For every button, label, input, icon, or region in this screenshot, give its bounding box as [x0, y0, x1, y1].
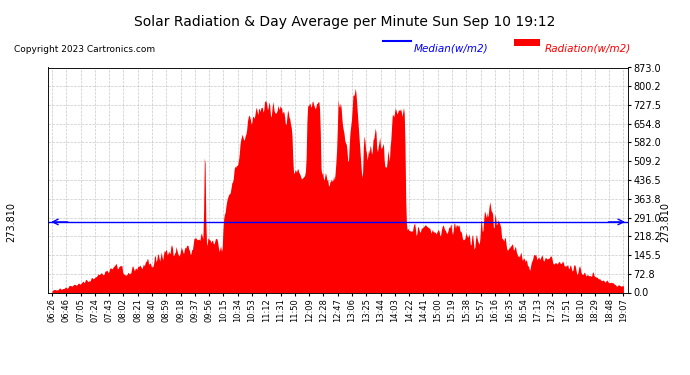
Text: Median(w/m2): Median(w/m2) [414, 43, 489, 53]
Text: 273.810: 273.810 [660, 202, 670, 242]
Text: Copyright 2023 Cartronics.com: Copyright 2023 Cartronics.com [14, 45, 155, 54]
Text: 273.810: 273.810 [6, 202, 17, 242]
Text: Solar Radiation & Day Average per Minute Sun Sep 10 19:12: Solar Radiation & Day Average per Minute… [135, 15, 555, 29]
Text: Radiation(w/m2): Radiation(w/m2) [545, 43, 631, 53]
